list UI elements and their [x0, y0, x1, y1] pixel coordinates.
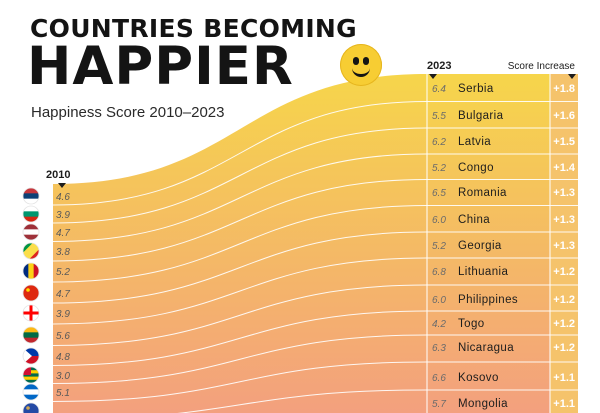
score-2010-label: 3.8	[56, 247, 70, 258]
country-name-label: Togo	[458, 318, 485, 330]
chart-subtitle: Happiness Score 2010–2023	[31, 104, 225, 121]
score-2023-label: 6.8	[432, 267, 446, 278]
chart-title-line1: COUNTRIES BECOMING	[30, 14, 357, 43]
row-separator-curve	[52, 257, 578, 325]
score-increase-label: +1.5	[553, 136, 575, 148]
end-year-marker-icon	[429, 74, 437, 79]
congo-flag	[22, 242, 40, 260]
country-name-label: Mongolia	[458, 398, 508, 410]
country-name-label: Georgia	[458, 240, 502, 252]
score-2023-label: 6.5	[432, 188, 446, 199]
nicaragua-flag	[22, 383, 40, 401]
score-2023-label: 5.2	[432, 241, 446, 252]
kosovo-flag	[22, 402, 40, 413]
smiling-face-icon	[340, 44, 382, 86]
country-name-label: Nicaragua	[458, 342, 514, 354]
score-increase-label: +1.2	[553, 266, 575, 278]
country-name-label: Philippines	[458, 294, 518, 306]
row-separator-curve	[52, 361, 578, 402]
score-increase-label: +1.6	[553, 110, 575, 122]
row-separator-curve	[52, 153, 578, 242]
serbia-flag	[22, 187, 40, 205]
country-name-label: China	[458, 214, 490, 226]
row-separator-curve	[52, 101, 578, 206]
philippines-flag	[22, 347, 40, 365]
score-increase-label: +1.3	[553, 240, 575, 252]
row-separator-curve	[52, 179, 578, 262]
score-increase-label: +1.1	[553, 372, 575, 384]
score-increase-label: +1.3	[553, 214, 575, 226]
chart-title-line2: HAPPIER	[27, 36, 294, 97]
smiley-mouth	[352, 65, 370, 77]
score-2010-label: 5.6	[56, 331, 70, 342]
score-2010-label: 3.0	[56, 371, 70, 382]
score-increase-label: +1.8	[553, 83, 575, 95]
row-separator-curve	[177, 389, 578, 413]
score-increase-header: Score Increase	[508, 61, 576, 72]
score-2010-label: 4.8	[56, 352, 70, 363]
score-increase-label: +1.3	[553, 187, 575, 199]
score-2023-label: 5.2	[432, 163, 446, 174]
row-separator-curve	[52, 231, 578, 304]
score-2010-label: 4.7	[56, 228, 70, 239]
country-name-label: Latvia	[458, 136, 491, 148]
score-2023-label: 6.6	[432, 373, 446, 384]
bulgaria-flag	[22, 205, 40, 223]
row-separator-curve	[52, 284, 578, 346]
score-2010-label: 4.6	[56, 192, 70, 203]
score-2023-label: 6.0	[432, 295, 446, 306]
score-2023-label: 4.2	[432, 319, 446, 330]
score-2023-label: 6.0	[432, 215, 446, 226]
latvia-flag	[22, 223, 40, 241]
score-2023-label: 6.4	[432, 84, 446, 95]
start-year-label: 2010	[46, 169, 70, 181]
china-flag	[22, 284, 40, 302]
score-2010-label: 3.9	[56, 309, 70, 320]
gradient-band	[53, 74, 550, 413]
country-name-label: Kosovo	[458, 372, 499, 384]
country-name-label: Lithuania	[458, 266, 508, 278]
country-name-label: Bulgaria	[458, 110, 504, 122]
score-increase-label: +1.2	[553, 294, 575, 306]
country-name-label: Congo	[458, 162, 494, 174]
row-separator-curve	[52, 127, 578, 224]
score-increase-label: +1.2	[553, 342, 575, 354]
start-year-marker-icon	[58, 183, 66, 188]
score-2010-label: 5.1	[56, 388, 70, 399]
georgia-flag	[22, 304, 40, 322]
smiley-left-eye	[353, 57, 359, 65]
score-2023-label: 6.3	[432, 343, 446, 354]
score-2023-label: 5.5	[432, 111, 446, 122]
score-increase-column	[550, 74, 578, 413]
romania-flag	[22, 262, 40, 280]
score-2010-label: 4.7	[56, 289, 70, 300]
row-separator-curve	[52, 310, 578, 366]
score-2023-label: 6.2	[432, 137, 446, 148]
country-name-label: Romania	[458, 187, 507, 199]
smiley-right-eye	[363, 57, 369, 65]
lithuania-flag	[22, 326, 40, 344]
score-2010-label: 3.9	[56, 210, 70, 221]
row-separator-curve	[52, 205, 578, 283]
togo-flag	[22, 366, 40, 384]
score-2010-label: 5.2	[56, 267, 70, 278]
increase-marker-icon	[568, 74, 576, 79]
score-increase-label: +1.2	[553, 318, 575, 330]
end-year-label: 2023	[427, 60, 451, 72]
row-separator-curve	[52, 334, 578, 384]
country-name-label: Serbia	[458, 83, 494, 95]
score-2023-label: 5.7	[432, 399, 446, 410]
score-increase-label: +1.1	[553, 398, 575, 410]
score-increase-label: +1.4	[553, 162, 576, 174]
